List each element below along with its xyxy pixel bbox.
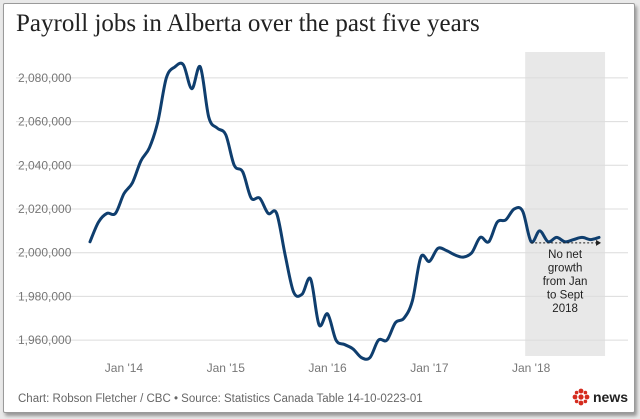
annotation-text-line: to Sept (547, 290, 584, 302)
annotation-text-line: growth (548, 263, 583, 275)
x-tick-label: Jan '14 (105, 361, 144, 375)
line-chart: 1,960,000 1,980,000 2,000,000 2,020,000 2,04… (16, 52, 628, 375)
y-tick-label: 1,980,000 (18, 289, 72, 303)
x-tick-label: Jan '16 (308, 361, 347, 375)
x-tick-label: Jan '18 (512, 361, 551, 375)
y-tick-label: 2,020,000 (18, 202, 72, 216)
logo-word: news (593, 389, 629, 405)
y-tick-label: 2,040,000 (18, 158, 72, 172)
chart-title: Payroll jobs in Alberta over the past fi… (16, 10, 480, 37)
y-tick-label: 1,960,000 (18, 333, 72, 347)
x-tick-label: Jan '17 (410, 361, 449, 375)
cbc-gem-icon (572, 388, 590, 406)
annotation-text-line: No net (548, 249, 583, 261)
y-tick-label: 2,000,000 (18, 246, 72, 260)
y-tick-label: 2,060,000 (18, 115, 72, 129)
y-tick-label: 2,080,000 (18, 71, 72, 85)
annotation-text-line: from Jan (543, 276, 588, 288)
x-tick-label: Jan '15 (207, 361, 246, 375)
annotation-text-line: 2018 (552, 303, 578, 315)
cbc-news-logo: news (572, 387, 628, 407)
annotation-arrowhead (596, 239, 602, 246)
payroll-series-line (88, 61, 601, 361)
highlight-band (525, 52, 606, 356)
source-note: Chart: Robson Fletcher / CBC • Source: S… (18, 393, 423, 405)
chart-card: Payroll jobs in Alberta over the past fi… (3, 3, 635, 413)
